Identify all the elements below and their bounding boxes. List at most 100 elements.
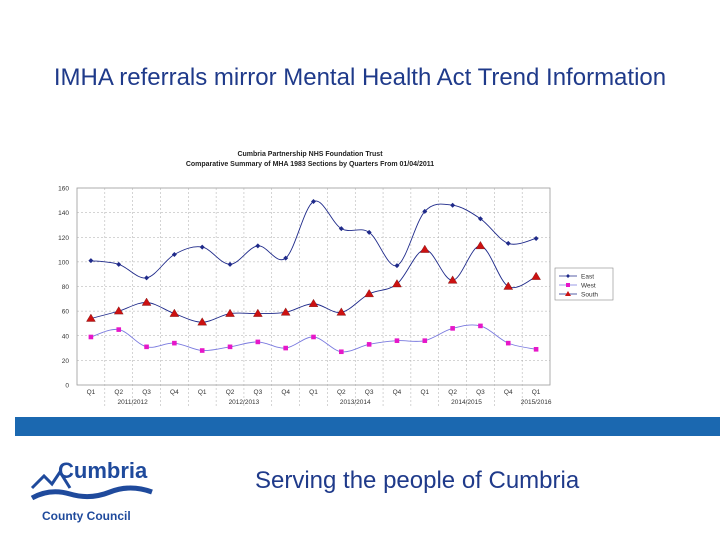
x-tick-label: Q3 [254,389,263,396]
data-point-east [533,235,539,241]
data-point-west [88,334,94,340]
chart-background [55,140,625,408]
tagline: Serving the people of Cumbria [255,467,580,494]
x-tick-label: Q4 [393,389,402,396]
slide-title: IMHA referrals mirror Mental Health Act … [53,64,667,91]
data-point-south [225,308,235,317]
data-point-west [339,349,344,355]
x-year-label: 2014/2015 [451,399,482,406]
data-point-east [227,261,233,267]
x-tick-label: Q2 [226,389,235,396]
chart-title: Cumbria Partnership NHS Foundation Trust [237,151,383,158]
data-point-east [505,240,511,246]
x-tick-label: Q3 [365,389,374,396]
x-tick-label: Q1 [420,389,429,396]
y-tick-label: 80 [62,284,70,291]
data-point-west [478,323,483,329]
data-point-west [366,342,372,347]
x-tick-label: Q1 [532,389,541,396]
data-point-west [450,326,455,331]
data-point-east [450,202,456,208]
chart-frame: Cumbria Partnership NHS Foundation Trust… [55,140,625,408]
y-tick-label: 140 [58,210,69,217]
cumbria-logo: Cumbria County Council [30,448,160,526]
data-point-south [392,279,402,288]
data-point-south [531,271,541,280]
data-point-south [197,317,207,326]
legend-box [554,267,614,301]
data-point-east [199,244,205,250]
chart-subtitle: Comparative Summary of MHA 1983 Sections… [186,161,434,168]
logo-wordmark: Cumbria [58,458,148,483]
data-point-west [255,339,261,345]
y-tick-label: 40 [62,333,70,340]
data-point-west [422,338,428,343]
data-point-west [227,344,233,350]
y-tick-label: 100 [58,259,69,266]
data-point-west [283,345,288,351]
footer-band-gap [0,417,15,436]
data-point-south [169,308,180,317]
data-point-west [144,344,149,350]
x-tick-label: Q2 [448,389,457,396]
x-tick-label: Q2 [337,389,346,396]
legend-label-south: South [581,292,598,299]
data-point-east [477,216,483,222]
legend-marker-south [565,291,571,296]
data-point-south [280,307,291,316]
data-point-east [283,255,289,261]
x-tick-label: Q3 [142,389,151,396]
x-year-label: 2011/2012 [118,399,149,406]
data-point-south [113,306,124,315]
data-point-east [88,258,94,264]
legend-marker-east [566,274,570,278]
data-point-west [116,327,122,332]
x-tick-label: Q4 [170,389,179,396]
cumbria-logo-graphic: Cumbria County Council [30,448,160,526]
data-point-west [311,334,316,340]
data-point-south [141,297,152,306]
data-point-east [171,251,177,257]
data-point-east [116,261,122,267]
data-point-south [447,275,458,284]
logo-subtitle: County Council [42,509,131,523]
data-point-south [86,313,96,322]
data-point-west [199,348,205,353]
data-point-west [505,340,511,346]
data-point-south [308,298,319,307]
x-tick-label: Q4 [281,389,290,396]
data-point-south [503,281,514,290]
data-point-west [394,338,400,343]
mha-line-chart: Cumbria Partnership NHS Foundation Trust… [55,140,625,408]
x-tick-label: Q4 [504,389,513,396]
x-year-label: 2012/2013 [229,399,260,406]
x-tick-label: Q1 [87,389,96,396]
data-point-south [364,289,374,298]
data-point-south [475,241,486,250]
data-point-south [420,244,430,253]
legend-label-west: West [581,283,596,290]
x-tick-label: Q1 [309,389,318,396]
x-tick-label: Q3 [476,389,485,396]
x-year-label: 2013/2014 [340,399,371,406]
footer-band [0,417,720,436]
legend-marker-west [566,283,570,287]
data-point-south [253,308,263,317]
data-point-east [394,263,400,269]
x-tick-label: Q1 [198,389,207,396]
x-year-label: 2015/2016 [521,399,552,406]
data-point-east [255,243,261,249]
y-tick-label: 120 [58,235,69,242]
data-point-east [422,208,428,214]
data-point-south [336,307,347,316]
y-tick-label: 0 [65,383,69,390]
legend-label-east: East [581,274,594,281]
data-point-east [311,199,316,205]
data-point-east [338,226,344,232]
data-point-west [533,346,539,352]
data-point-east [144,275,150,281]
x-tick-label: Q2 [114,389,123,396]
y-tick-label: 60 [62,309,70,316]
data-point-west [172,340,177,346]
data-point-east [366,229,372,235]
